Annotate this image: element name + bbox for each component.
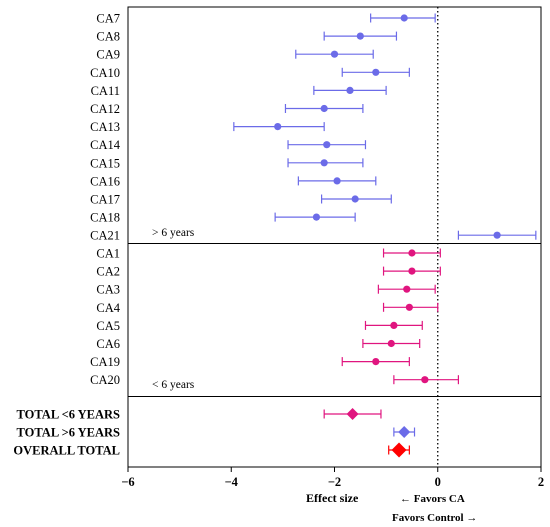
study-ca19-point <box>372 358 380 366</box>
study-ca18 <box>274 212 356 222</box>
total-overall-total-diamond <box>391 442 407 458</box>
x-tick-label-2: −2 <box>328 475 341 489</box>
study-ca20-label: CA20 <box>90 373 120 387</box>
study-ca17 <box>320 194 392 204</box>
study-ca13-label: CA13 <box>90 120 120 134</box>
study-ca7-point <box>400 14 408 22</box>
study-ca1-point <box>408 249 416 257</box>
study-ca19 <box>341 357 410 367</box>
study-ca6 <box>362 339 421 348</box>
study-ca5-label: CA5 <box>96 319 120 333</box>
study-ca14-label: CA14 <box>90 138 121 152</box>
study-ca11-point <box>346 86 354 94</box>
x-tick-label-0: −6 <box>121 475 134 489</box>
x-axis-label: Effect size <box>306 491 359 505</box>
study-ca8-point <box>356 32 364 40</box>
study-ca9-point <box>330 50 339 58</box>
study-ca6-label: CA6 <box>96 337 120 351</box>
study-ca2-label: CA2 <box>96 265 120 279</box>
total-total-6-years-diamond <box>346 408 359 420</box>
study-ca10 <box>341 67 410 77</box>
study-ca5-point <box>390 321 398 329</box>
study-ca11 <box>313 85 387 95</box>
study-ca8-label: CA8 <box>96 30 120 44</box>
total-total-6-years <box>393 426 416 438</box>
total-overall-total <box>388 442 410 458</box>
x-tick-label-1: −4 <box>225 475 239 489</box>
study-ca16 <box>297 176 377 186</box>
study-ca13 <box>233 122 325 132</box>
study-ca4-label: CA4 <box>96 301 120 315</box>
total-total-6-years-label: TOTAL <6 YEARS <box>17 408 120 422</box>
study-ca1-label: CA1 <box>96 247 120 261</box>
study-ca19-label: CA19 <box>90 355 120 369</box>
total-total-6-years <box>323 408 382 420</box>
total-total-6-years-label: TOTAL >6 YEARS <box>17 426 120 440</box>
total-overall-total-label: OVERALL TOTAL <box>13 444 120 458</box>
study-ca1 <box>382 248 441 258</box>
study-ca2 <box>382 266 441 276</box>
study-ca4-point <box>405 303 413 311</box>
study-ca12-label: CA12 <box>90 102 120 116</box>
study-ca17-label: CA17 <box>90 193 120 207</box>
study-ca16-label: CA16 <box>90 174 120 188</box>
study-ca18-point <box>312 213 321 221</box>
total-total-6-years-diamond <box>398 426 411 438</box>
study-ca16-point <box>333 177 341 185</box>
study-ca8 <box>323 31 398 41</box>
study-ca12-point <box>320 104 328 113</box>
study-ca3-label: CA3 <box>96 283 120 297</box>
study-ca20 <box>393 375 459 385</box>
study-ca6-point <box>387 339 395 348</box>
study-ca10-point <box>372 68 380 76</box>
study-ca15-label: CA15 <box>90 156 120 170</box>
study-ca2-point <box>408 267 416 275</box>
study-ca21-point <box>493 231 501 239</box>
study-ca17-point <box>351 195 359 203</box>
study-ca18-label: CA18 <box>90 211 120 225</box>
study-ca13-point <box>274 123 282 131</box>
study-ca11-label: CA11 <box>91 84 120 98</box>
study-ca7 <box>370 13 436 23</box>
study-ca10-label: CA10 <box>90 66 120 80</box>
study-ca12 <box>284 104 364 113</box>
study-ca9-label: CA9 <box>96 48 120 62</box>
study-ca21-label: CA21 <box>90 229 120 243</box>
group-label-under-6-years: < 6 years <box>152 379 195 391</box>
study-ca5 <box>364 320 423 330</box>
study-ca15-point <box>320 159 328 167</box>
study-ca7-label: CA7 <box>96 12 120 26</box>
study-ca21 <box>457 230 537 240</box>
study-ca4 <box>382 302 439 312</box>
favors-control-label: Favors Control → <box>392 512 477 524</box>
favors-ca-label: ← Favors CA <box>400 493 465 505</box>
study-ca15 <box>287 158 364 168</box>
study-ca3 <box>377 284 436 294</box>
group-label-over-6-years: > 6 years <box>152 227 195 239</box>
study-ca20-point <box>421 376 429 384</box>
x-tick-label-4: 2 <box>538 475 544 489</box>
study-ca14 <box>287 140 367 150</box>
study-ca14-point <box>323 141 331 149</box>
study-ca3-point <box>403 285 411 293</box>
x-tick-label-3: 0 <box>435 475 441 489</box>
study-ca9 <box>295 49 374 59</box>
